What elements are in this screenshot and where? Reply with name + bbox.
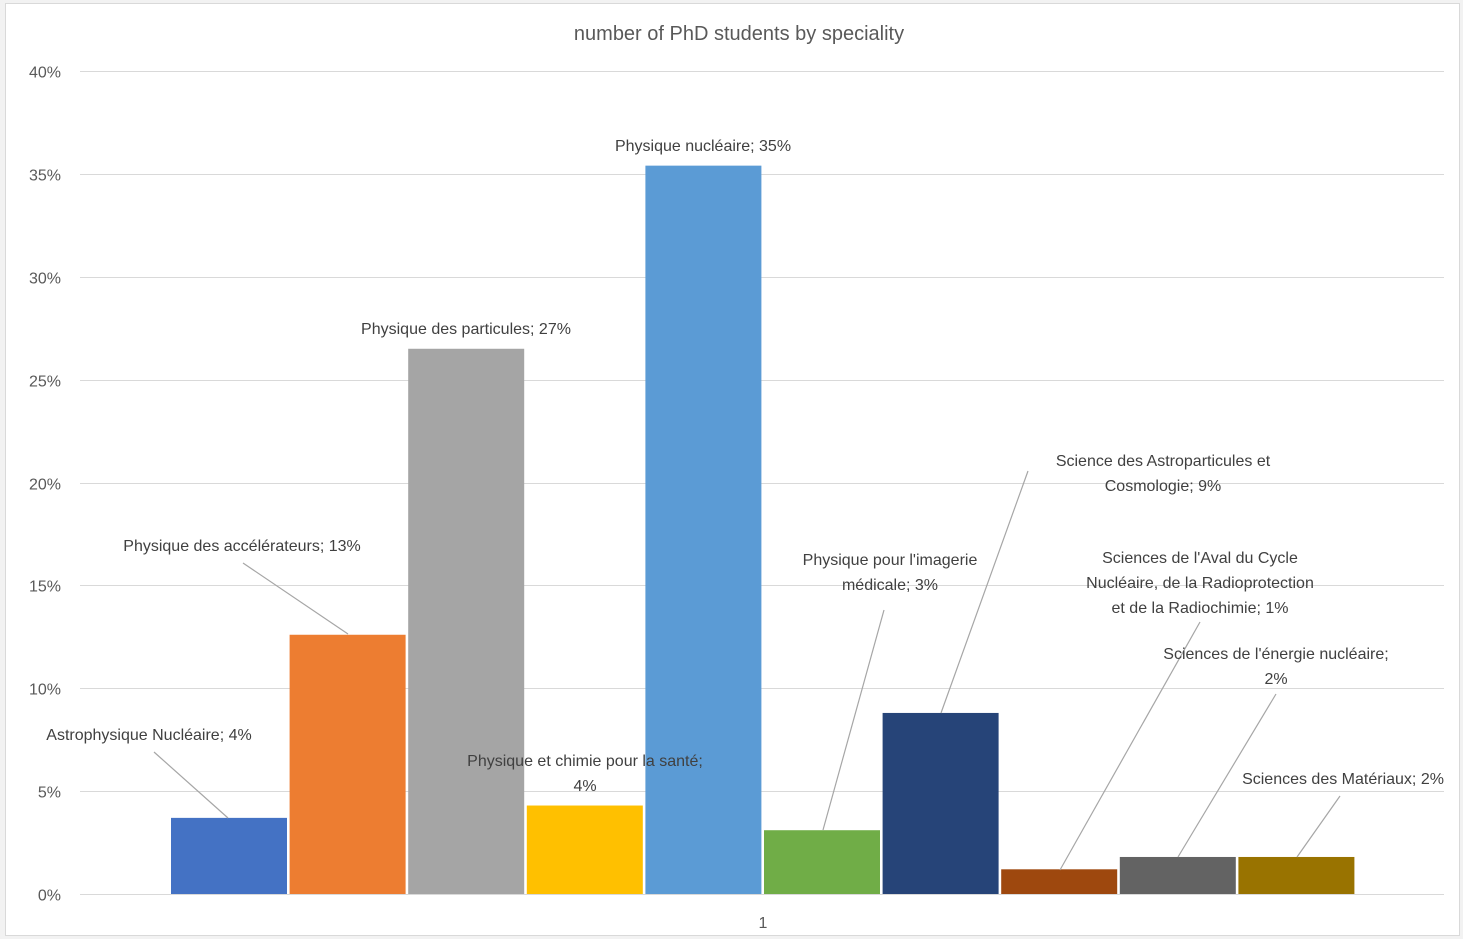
leader-line: [1296, 795, 1341, 858]
bar: [764, 830, 880, 894]
data-label: Sciences des Matériaux; 2%: [1242, 771, 1444, 788]
bar: [1119, 856, 1236, 894]
y-tick-label: 5%: [38, 785, 61, 802]
y-tick-label: 30%: [29, 271, 61, 288]
data-label: Physique des accélérateurs; 13%: [123, 538, 360, 555]
gridlines: [80, 71, 1444, 895]
x-axis-ticks: 1: [759, 915, 768, 932]
bar: [1238, 856, 1355, 894]
data-label: Sciences de l'Aval du Cycle Nucléaire, de…: [1086, 550, 1314, 617]
data-label: Physique des particules; 27%: [361, 321, 571, 338]
y-tick-label: 40%: [29, 65, 61, 82]
leader-line: [1059, 621, 1201, 871]
bar: [1001, 869, 1118, 894]
data-labels: Astrophysique Nucléaire; 4% Physique des …: [46, 138, 1444, 795]
data-label: Physique nucléaire; 35%: [615, 138, 791, 155]
leader-line: [1177, 693, 1277, 858]
bars: [171, 165, 1355, 894]
bar: [882, 712, 999, 894]
y-tick-label: 25%: [29, 374, 61, 391]
leader-line: [242, 562, 349, 635]
y-tick-label: 0%: [38, 888, 61, 905]
data-label: Physique et chimie pour la santé; 4%: [467, 753, 703, 795]
leader-line: [153, 751, 229, 819]
chart-title: number of PhD students by speciality: [574, 23, 904, 45]
data-label: Physique pour l'imagerie médicale; 3%: [803, 552, 978, 594]
bar: [526, 805, 643, 894]
leader-lines: [153, 470, 1341, 871]
data-label: Sciences de l'énergie nucléaire; 2%: [1163, 646, 1388, 688]
leader-line: [822, 609, 885, 831]
bar: [645, 165, 762, 894]
bar: [408, 348, 525, 894]
y-tick-label: 10%: [29, 682, 61, 699]
bar: [289, 634, 406, 894]
y-tick-label: 35%: [29, 168, 61, 185]
leader-line: [940, 470, 1029, 714]
y-tick-label: 15%: [29, 579, 61, 596]
x-tick-label: 1: [759, 915, 768, 932]
bar: [171, 817, 287, 894]
data-label: Astrophysique Nucléaire; 4%: [46, 727, 251, 744]
data-label: Science des Astroparticules et Cosmologie…: [1056, 453, 1271, 495]
y-axis-ticks: 0% 5% 10% 15% 20% 25% 30% 35% 40%: [29, 65, 61, 905]
y-tick-label: 20%: [29, 477, 61, 494]
